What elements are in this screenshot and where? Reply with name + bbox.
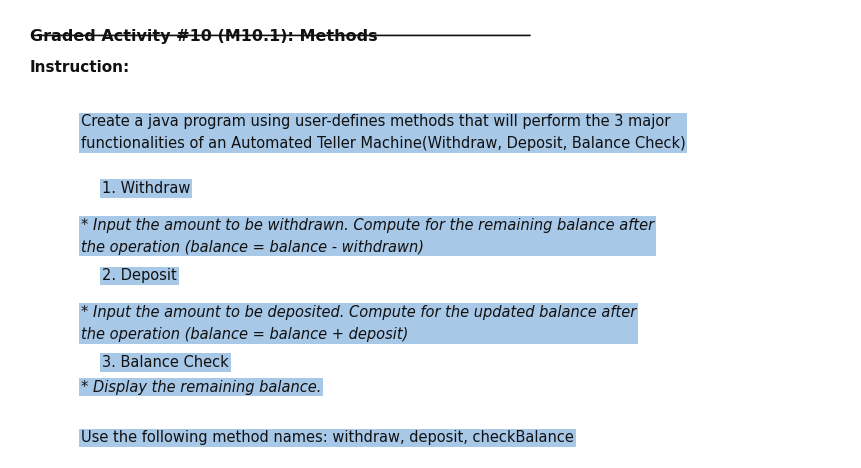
- Text: 3. Balance Check: 3. Balance Check: [102, 355, 229, 370]
- Text: 1. Withdraw: 1. Withdraw: [102, 181, 190, 196]
- Text: * Input the amount to be withdrawn. Compute for the remaining balance after
the : * Input the amount to be withdrawn. Comp…: [81, 218, 654, 255]
- Text: Instruction:: Instruction:: [30, 60, 130, 75]
- Text: Use the following method names: withdraw, deposit, checkBalance: Use the following method names: withdraw…: [81, 430, 573, 445]
- Text: * Display the remaining balance.: * Display the remaining balance.: [81, 380, 321, 395]
- Text: Graded Activity #10 (M10.1): Methods: Graded Activity #10 (M10.1): Methods: [30, 29, 377, 44]
- Text: * Input the amount to be deposited. Compute for the updated balance after
the op: * Input the amount to be deposited. Comp…: [81, 305, 636, 342]
- Text: 2. Deposit: 2. Deposit: [102, 269, 177, 284]
- Text: Create a java program using user-defines methods that will perform the 3 major
f: Create a java program using user-defines…: [81, 115, 685, 151]
